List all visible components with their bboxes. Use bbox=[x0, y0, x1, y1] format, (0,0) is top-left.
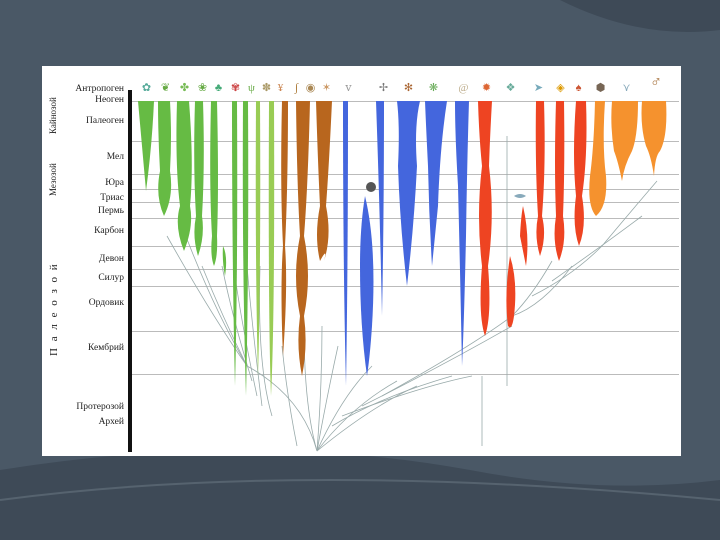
frog-icon: ♠ bbox=[575, 82, 582, 94]
coral-icon: ¥ bbox=[277, 82, 284, 94]
plant-icon: ❀ bbox=[197, 82, 208, 94]
fern-icon: ✿ bbox=[141, 82, 152, 94]
mollusc-icon: ◉ bbox=[305, 82, 316, 94]
moss-icon: ❦ bbox=[160, 82, 171, 94]
trilobite-icon bbox=[366, 182, 376, 192]
insect-icon: ✢ bbox=[378, 82, 389, 94]
period-label-triassic: Триас bbox=[100, 193, 124, 203]
period-label-permian: Пермь bbox=[97, 206, 124, 216]
fish-icon: ❖ bbox=[505, 82, 516, 94]
period-label-archean: Архей bbox=[98, 417, 124, 427]
red-lineages bbox=[478, 101, 587, 336]
worm-icon: ∫ bbox=[294, 82, 298, 94]
period-line bbox=[132, 331, 679, 332]
period-label-neogen: Неоген bbox=[95, 95, 124, 105]
snail-icon: @ bbox=[458, 82, 469, 94]
period-label-cambrian: Кембрий bbox=[88, 343, 124, 353]
period-label-anthropogen: Антропоген bbox=[75, 84, 124, 94]
light-plant-lineages bbox=[255, 101, 275, 396]
period-label-carboniferous: Карбон bbox=[94, 226, 124, 236]
flower-icon: ✾ bbox=[230, 82, 241, 94]
geologic-time-bar bbox=[128, 90, 132, 452]
spider-icon: ✻ bbox=[403, 82, 414, 94]
period-label-proterozoic: Протерозой bbox=[76, 402, 124, 412]
crustacean-icon: ⅴ bbox=[345, 82, 352, 94]
bird-icon: ⋎ bbox=[622, 82, 631, 94]
period-label-paleogen: Палеоген bbox=[86, 116, 124, 126]
horsetail-icon: ✤ bbox=[179, 82, 190, 94]
period-label-jurassic: Юра bbox=[105, 178, 124, 188]
evolution-diagram-panel: Кайнозой Мезозой П а л е о з о й Антропо… bbox=[42, 66, 681, 456]
sea-urchin-icon: ✹ bbox=[481, 82, 492, 94]
plant-lineages bbox=[138, 101, 249, 396]
tree-branches bbox=[166, 136, 658, 452]
human-icon: ♂ bbox=[650, 74, 662, 91]
fish-fossil-icon bbox=[514, 194, 526, 198]
sponge-icon: ✽ bbox=[261, 82, 272, 94]
period-label-devonian: Девон bbox=[98, 254, 124, 264]
shark-icon: ➤ bbox=[533, 82, 544, 94]
conifer-icon: ♣ bbox=[214, 82, 223, 94]
turtle-icon: ⬢ bbox=[595, 82, 606, 94]
ammonite-icon: ❋ bbox=[428, 82, 439, 94]
period-label-cretaceous: Мел bbox=[106, 152, 124, 162]
grass-icon: ψ bbox=[248, 82, 255, 94]
period-line bbox=[132, 286, 679, 287]
period-label-silurian: Силур bbox=[98, 273, 124, 283]
orange-lineages bbox=[589, 101, 667, 216]
blue-lineages bbox=[343, 101, 469, 386]
period-label-ordovician: Ордовик bbox=[88, 298, 124, 308]
starfish-icon: ✶ bbox=[321, 82, 332, 94]
bony-fish-icon: ◈ bbox=[556, 82, 565, 94]
period-line bbox=[132, 374, 679, 375]
brown-lineages bbox=[281, 101, 332, 376]
phylogenetic-tree bbox=[138, 101, 667, 452]
